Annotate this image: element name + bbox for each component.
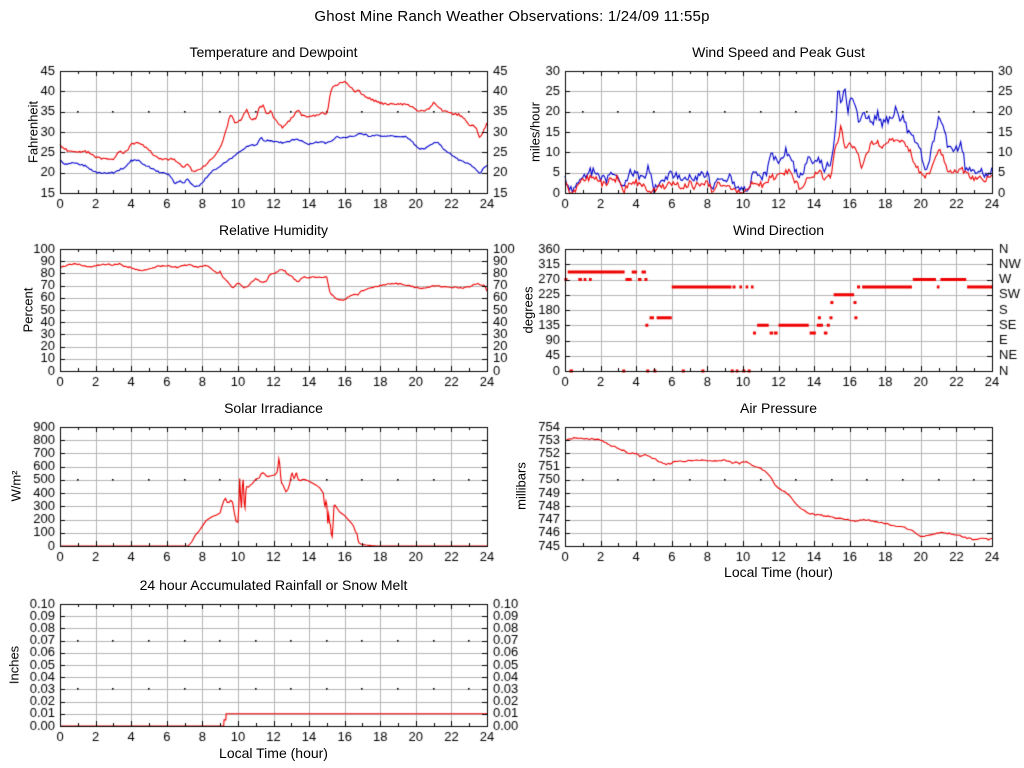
chart-wind-direction: Wind Direction degrees bbox=[521, 218, 1024, 396]
y-axis-label: degrees bbox=[520, 286, 536, 334]
chart-title: Wind Speed and Peak Gust bbox=[692, 44, 865, 60]
y-axis-label: millibars bbox=[513, 462, 529, 510]
x-axis-label: Local Time (hour) bbox=[724, 564, 833, 580]
chart-wind-speed-gust: Wind Speed and Peak Gust miles/hour bbox=[527, 40, 1024, 218]
y-axis-label: miles/hour bbox=[527, 102, 543, 162]
page-title: Ghost Mine Ranch Weather Observations: 1… bbox=[314, 8, 710, 25]
y-axis-label: Inches bbox=[6, 645, 22, 685]
chart-title: 24 hour Accumulated Rainfall or Snow Mel… bbox=[139, 577, 408, 593]
y-axis-label: Percent bbox=[20, 287, 36, 333]
chart-title: Air Pressure bbox=[739, 400, 818, 416]
chart-solar-irradiance: Solar Irradiance W/m² bbox=[0, 396, 528, 573]
wind-speed-gust-plot-canvas bbox=[530, 40, 1024, 218]
chart-title: Wind Direction bbox=[732, 222, 825, 238]
chart-relative-humidity: Relative Humidity Percent bbox=[0, 218, 528, 396]
chart-temperature-dewpoint: Temperature and Dewpoint Fahrenheit bbox=[0, 40, 528, 218]
chart-rainfall: 24 hour Accumulated Rainfall or Snow Mel… bbox=[0, 573, 528, 768]
temperature-dewpoint-plot-canvas bbox=[0, 40, 528, 218]
relative-humidity-plot-canvas bbox=[0, 218, 528, 396]
y-axis-label: W/m² bbox=[8, 470, 24, 502]
rainfall-plot-canvas bbox=[0, 573, 528, 768]
y-axis-label: Fahrenheit bbox=[25, 100, 41, 164]
chart-air-pressure: Air Pressure millibars Local Time (hour) bbox=[514, 396, 1024, 586]
wind-direction-plot-canvas bbox=[530, 218, 1024, 396]
chart-title: Solar Irradiance bbox=[224, 400, 323, 416]
chart-title: Temperature and Dewpoint bbox=[189, 44, 358, 60]
chart-title: Relative Humidity bbox=[219, 222, 328, 238]
x-axis-label: Local Time (hour) bbox=[219, 745, 328, 761]
solar-irradiance-plot-canvas bbox=[0, 396, 528, 573]
air-pressure-plot-canvas bbox=[530, 396, 1024, 586]
